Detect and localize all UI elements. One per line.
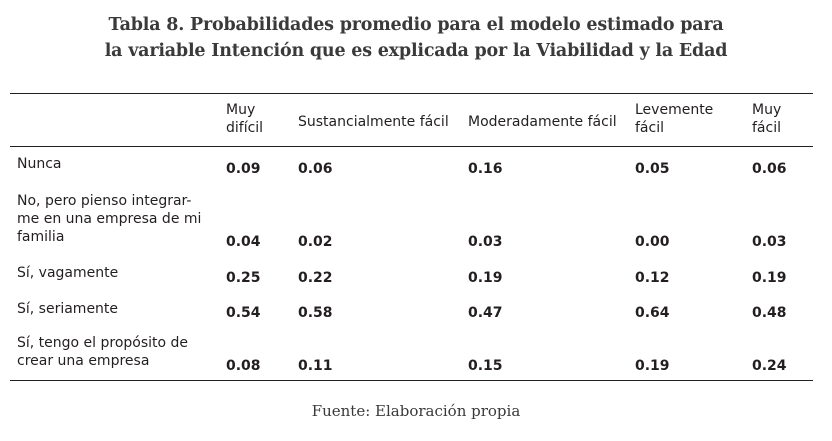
table-cell: 0.09: [226, 161, 261, 177]
table-cell: 0.06: [298, 161, 333, 177]
row-label-no-pero-pienso: No, pero pienso integrar- me en una empr…: [17, 193, 202, 245]
table-cell: 0.58: [298, 305, 333, 321]
table-cell: 0.47: [468, 305, 503, 321]
row-label-si-seriamente: Sí, seriamente: [17, 301, 119, 317]
column-header-moderadamente-facil: Moderadamente fácil: [468, 113, 617, 131]
column-header-muy-dificil: Muy difícil: [226, 101, 263, 137]
column-header-line: fácil: [752, 120, 781, 136]
table-header-rule: [10, 146, 813, 147]
column-header-line: Moderadamente fácil: [468, 114, 617, 130]
table-caption-line-1: Tabla 8. Probabilidades promedio para el…: [108, 15, 724, 35]
table-cell: 0.19: [635, 358, 670, 374]
table-cell: 0.00: [635, 234, 670, 250]
column-header-line: Muy: [752, 102, 782, 118]
table-cell: 0.25: [226, 270, 261, 286]
column-header-line: Levemente: [635, 102, 714, 118]
table-cell: 0.12: [635, 270, 670, 286]
table-cell: 0.54: [226, 305, 261, 321]
table-cell: 0.04: [226, 234, 261, 250]
table-cell: 0.48: [752, 305, 787, 321]
table-cell: 0.16: [468, 161, 503, 177]
table-cell: 0.24: [752, 358, 787, 374]
column-header-line: fácil: [635, 120, 664, 136]
table-cell: 0.05: [635, 161, 670, 177]
table-cell: 0.64: [635, 305, 670, 321]
table-cell: 0.15: [468, 358, 503, 374]
table-cell: 0.11: [298, 358, 333, 374]
table-caption-line-2: la variable Intención que es explicada p…: [104, 41, 728, 61]
column-header-sustancialmente-facil: Sustancialmente fácil: [298, 113, 449, 131]
column-header-line: difícil: [226, 120, 264, 136]
table-cell: 0.03: [468, 234, 503, 250]
table-cell: 0.22: [298, 270, 333, 286]
table-cell: 0.03: [752, 234, 787, 250]
column-header-line: Muy: [226, 102, 256, 118]
row-label-nunca: Nunca: [17, 156, 62, 172]
column-header-muy-facil: Muy fácil: [752, 101, 781, 137]
row-label-si-tengo-el-proposito: Sí, tengo el propósito de crear una empr…: [17, 335, 189, 369]
column-header-line: Sustancialmente fácil: [298, 114, 449, 130]
table-cell: 0.06: [752, 161, 787, 177]
table-cell: 0.19: [468, 270, 503, 286]
table-bottom-rule: [10, 380, 813, 381]
table-top-rule: [10, 93, 813, 94]
column-header-levemente-facil: Levemente fácil: [635, 101, 713, 137]
table-cell: 0.19: [752, 270, 787, 286]
row-label-si-vagamente: Sí, vagamente: [17, 265, 119, 281]
table-cell: 0.08: [226, 358, 261, 374]
table-cell: 0.02: [298, 234, 333, 250]
table-source-note: Fuente: Elaboración propia: [311, 402, 521, 420]
